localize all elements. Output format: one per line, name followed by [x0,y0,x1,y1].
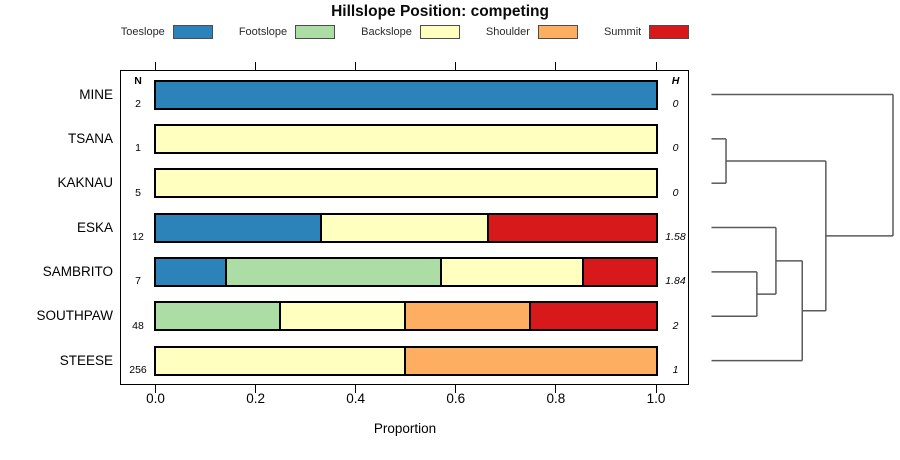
bar-segment [280,303,406,330]
n-value: 5 [135,186,141,199]
axis-tick-bottom [155,385,156,393]
plot-panel-border [120,70,689,385]
axis-tick-label: 0.6 [446,391,466,406]
axis-tick-bottom [555,385,557,393]
n-value: 2 [135,98,141,110]
n-value: 1 [135,142,141,155]
bar-segment [155,125,656,152]
row-label: SOUTHPAW [36,308,114,324]
bar-segment [155,170,656,197]
h-value: 0 [672,186,679,199]
n-value: 7 [135,275,141,288]
legend-label: Footslope [238,26,288,38]
legend-label: Summit [603,26,642,38]
h-value: 0 [672,98,679,110]
bar-row [153,168,658,199]
axis-tick-bottom [455,385,457,393]
chart-legend: Toeslope Footslope Backslope Shoulder Summit [120,25,690,39]
bar-segment [155,347,406,374]
h-value: 1 [672,364,679,377]
bar-segment [441,258,585,285]
legend-swatch [537,25,578,39]
bar-row [153,212,658,243]
bar-segment [322,214,489,241]
bar-segment [155,303,281,330]
row-label: ESKA [76,219,113,235]
n-value: 12 [132,231,144,244]
legend-item: Footslope [238,25,336,39]
bar-segment [155,258,228,285]
legend-item: Backslope [361,25,460,39]
legend-label: Backslope [361,26,412,38]
legend-swatch [419,25,460,39]
h-value: 1.58 [665,231,686,244]
axis-tick-bottom [655,385,657,393]
legend-item: Summit [603,25,690,39]
n-value: 48 [132,319,144,332]
bar-segment [155,81,656,108]
h-column-header: H [671,75,680,87]
legend-label: Toeslope [120,26,165,38]
bar-row [153,301,658,332]
bar-row [153,79,658,110]
bar-segment [584,258,656,285]
row-label: MINE [79,86,113,102]
axis-tick-top [355,62,357,70]
n-column-header: N [134,75,142,87]
legend-swatch [172,25,213,39]
axis-tick-top [255,62,257,70]
bar-row [153,123,658,154]
x-axis-label: Proportion [373,421,437,436]
axis-tick-top [455,62,457,70]
axis-tick-label: 0.8 [546,391,566,406]
legend-label: Shoulder [485,26,530,38]
bar-segment [405,303,531,330]
h-value: 1.84 [665,275,686,288]
bar-segment [227,258,442,285]
chart-title: Hillslope Position: competing [331,3,549,20]
row-label: KAKNAU [57,175,113,191]
legend-item: Toeslope [121,25,213,39]
axis-tick-top [655,62,657,70]
h-value: 0 [672,142,679,155]
bar-segment [405,347,656,374]
axis-tick-label: 0.4 [346,391,366,406]
row-label: STEESE [59,352,113,368]
axis-tick-label: 0.0 [146,391,165,406]
bar-segment [155,214,323,241]
n-value: 256 [129,364,147,377]
axis-tick-label: 0.2 [246,391,265,406]
legend-item: Shoulder [486,25,578,39]
axis-tick-bottom [355,385,357,393]
bar-row [153,256,658,287]
row-label: TSANA [67,130,113,146]
axis-tick-label: 1.0 [646,391,666,406]
h-value: 2 [672,319,679,332]
axis-tick-top [155,62,156,70]
legend-swatch [649,25,690,39]
row-label: SAMBRITO [42,263,113,279]
bar-row [153,345,658,376]
axis-tick-top [555,62,557,70]
bar-segment [488,214,656,241]
axis-tick-bottom [255,385,257,393]
legend-swatch [295,25,336,39]
bar-segment [530,303,656,330]
